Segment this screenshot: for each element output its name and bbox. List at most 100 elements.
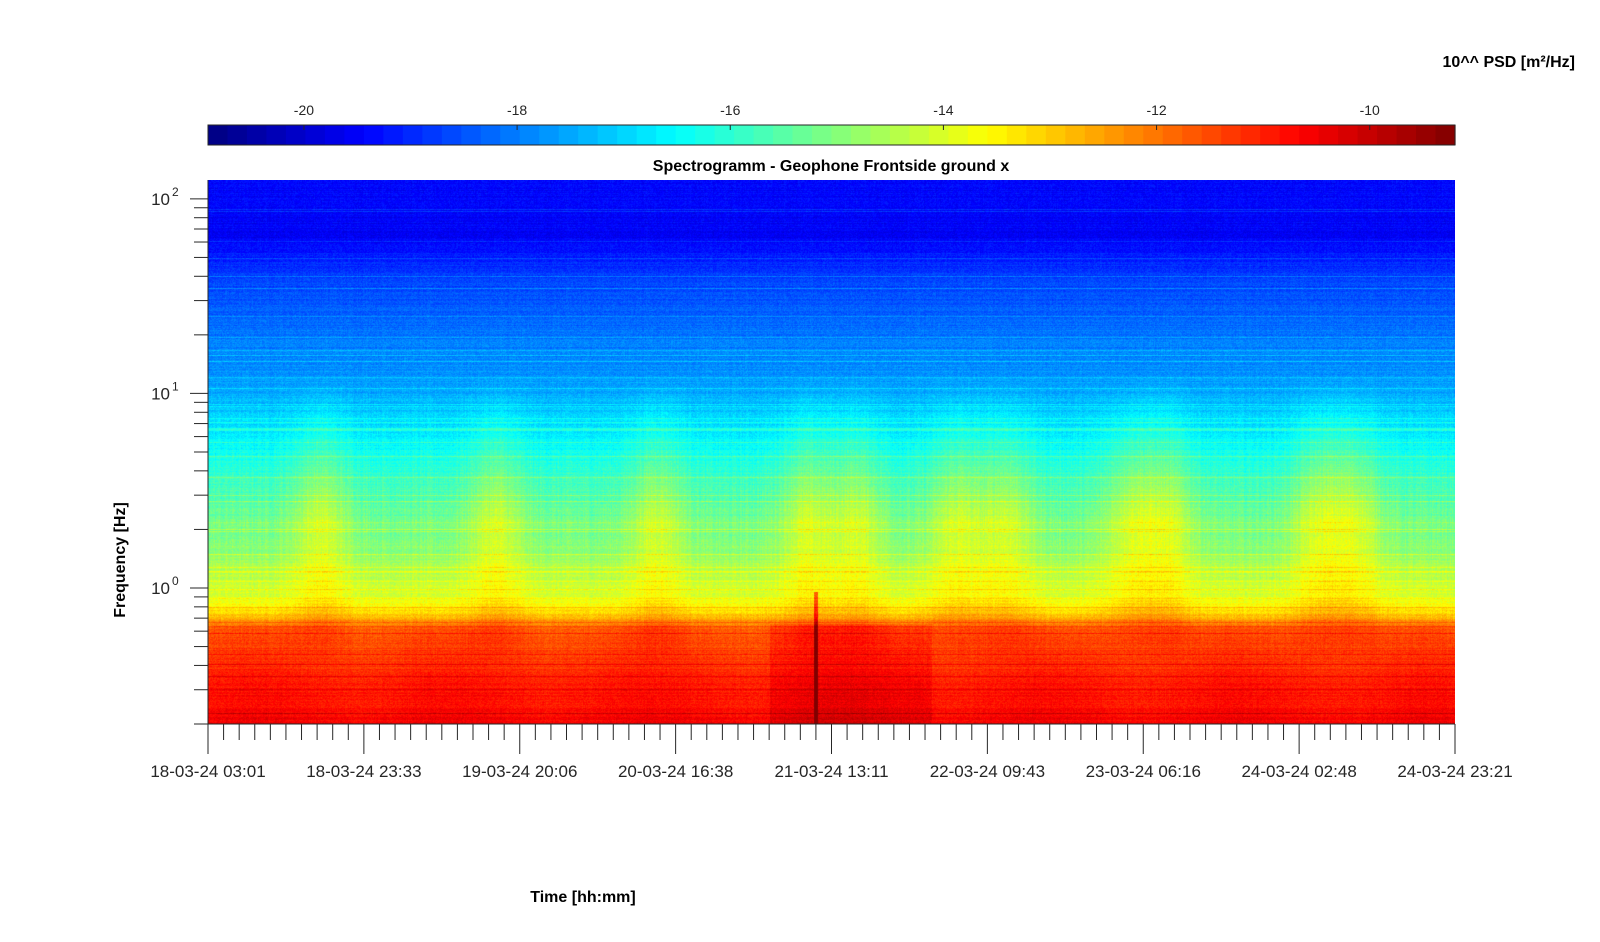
colorbar-cell (714, 125, 735, 145)
x-tick-label: 18-03-24 23:33 (306, 762, 421, 781)
colorbar-cell (1338, 125, 1359, 145)
colorbar-cell (1377, 125, 1398, 145)
colorbar-cell (1006, 125, 1027, 145)
colorbar-cell (402, 125, 423, 145)
x-tick-label: 21-03-24 13:11 (774, 762, 888, 781)
colorbar-cell (558, 125, 579, 145)
x-tick-label: 23-03-24 06:16 (1086, 762, 1201, 781)
colorbar-cell (1396, 125, 1417, 145)
colorbar-cell (1162, 125, 1183, 145)
colorbar-cell (266, 125, 287, 145)
colorbar-cell (1104, 125, 1125, 145)
colorbar-cell (1143, 125, 1164, 145)
x-tick-label: 18-03-24 03:01 (150, 762, 265, 781)
colorbar-cell (831, 125, 852, 145)
colorbar-cell (734, 125, 755, 145)
spectrogram-heatmap (208, 180, 1455, 724)
colorbar-cell (441, 125, 462, 145)
colorbar-cell (636, 125, 657, 145)
colorbar-cell (812, 125, 833, 145)
colorbar-label: 10^^ PSD [m²/Hz] (1443, 54, 1575, 71)
colorbar-cell (1240, 125, 1261, 145)
colorbar-cell (889, 125, 911, 145)
colorbar-cell (909, 125, 930, 145)
y-tick-base: 10 (151, 384, 170, 403)
colorbar-frame (207, 124, 1456, 146)
colorbar-cell (948, 125, 969, 145)
y-tick-exponent: 2 (172, 185, 179, 199)
colorbar-cell (870, 125, 891, 145)
colorbar-cell (305, 125, 326, 145)
colorbar-cell (1026, 125, 1047, 145)
colorbar-cell (928, 125, 949, 145)
colorbar-cell (656, 125, 677, 145)
colorbar-cell (1357, 125, 1378, 145)
plot-area (208, 180, 1455, 724)
y-tick-label: 10 (151, 579, 170, 598)
colorbar-cell (480, 125, 501, 145)
y-tick-label: 10 (151, 384, 170, 403)
colorbar-tick-label: -20 (294, 102, 314, 118)
colorbar-cell (1201, 125, 1222, 145)
colorbar-cell (519, 125, 540, 145)
colorbar: -20 -18 -16 -14 -12 -10 (207, 102, 1456, 146)
y-tick-label: 10 (151, 190, 170, 209)
colorbar-tick-label: -10 (1360, 102, 1380, 118)
colorbar-cell (324, 125, 345, 145)
colorbar-cell (753, 125, 774, 145)
colorbar-cell (792, 125, 813, 145)
x-axis: 18-03-24 03:01 18-03-24 23:33 19-03-24 20:… (150, 723, 1513, 781)
colorbar-cell (500, 125, 521, 145)
colorbar-cell (539, 125, 560, 145)
x-tick-label: 20-03-24 16:38 (618, 762, 733, 781)
colorbar-cell (1065, 125, 1086, 145)
colorbar-cell (597, 125, 618, 145)
x-tick-label: 24-03-24 23:21 (1397, 762, 1512, 781)
colorbar-cell (363, 125, 384, 145)
colorbar-cell (617, 125, 638, 145)
colorbar-cell (285, 125, 307, 145)
colorbar-cell (422, 125, 443, 145)
colorbar-cell (1318, 125, 1339, 145)
x-tick-label: 19-03-24 20:06 (462, 762, 577, 781)
colorbar-cell (1123, 125, 1144, 145)
colorbar-cell (246, 125, 268, 145)
colorbar-cell (967, 125, 988, 145)
colorbar-cell (383, 125, 404, 145)
colorbar-gradient (208, 125, 1456, 145)
colorbar-cell (227, 125, 248, 145)
colorbar-cell (773, 125, 794, 145)
colorbar-ticks: -20 -18 -16 -14 -12 -10 (294, 102, 1380, 130)
y-axis-label: Frequency [Hz] (112, 502, 129, 618)
colorbar-cell (1435, 125, 1456, 145)
colorbar-cell (1182, 125, 1203, 145)
y-tick-exponent: 0 (172, 574, 179, 588)
y-tick-base: 10 (151, 190, 170, 209)
colorbar-tick-label: -16 (720, 102, 740, 118)
chart-title: Spectrogramm - Geophone Frontside ground… (653, 158, 1010, 175)
y-tick-exponent: 1 (172, 379, 179, 393)
colorbar-tick-label: -12 (1146, 102, 1166, 118)
colorbar-cell (344, 125, 365, 145)
colorbar-cell (1279, 125, 1300, 145)
x-tick-label: 24-03-24 02:48 (1241, 762, 1356, 781)
colorbar-cell (1299, 125, 1320, 145)
colorbar-cell (1416, 125, 1437, 145)
colorbar-cell (461, 125, 482, 145)
colorbar-cell (695, 125, 716, 145)
colorbar-tick-label: -14 (933, 102, 953, 118)
colorbar-cell (850, 125, 872, 145)
colorbar-cell (1084, 125, 1105, 145)
colorbar-cell (1260, 125, 1281, 145)
x-axis-label: Time [hh:mm] (530, 889, 635, 906)
colorbar-cell (675, 125, 696, 145)
colorbar-cell (208, 125, 229, 145)
colorbar-cell (1045, 125, 1066, 145)
colorbar-cell (987, 125, 1008, 145)
colorbar-cell (578, 125, 599, 145)
colorbar-cell (1221, 125, 1242, 145)
x-tick-label: 22-03-24 09:43 (930, 762, 1045, 781)
colorbar-tick-label: -18 (507, 102, 527, 118)
